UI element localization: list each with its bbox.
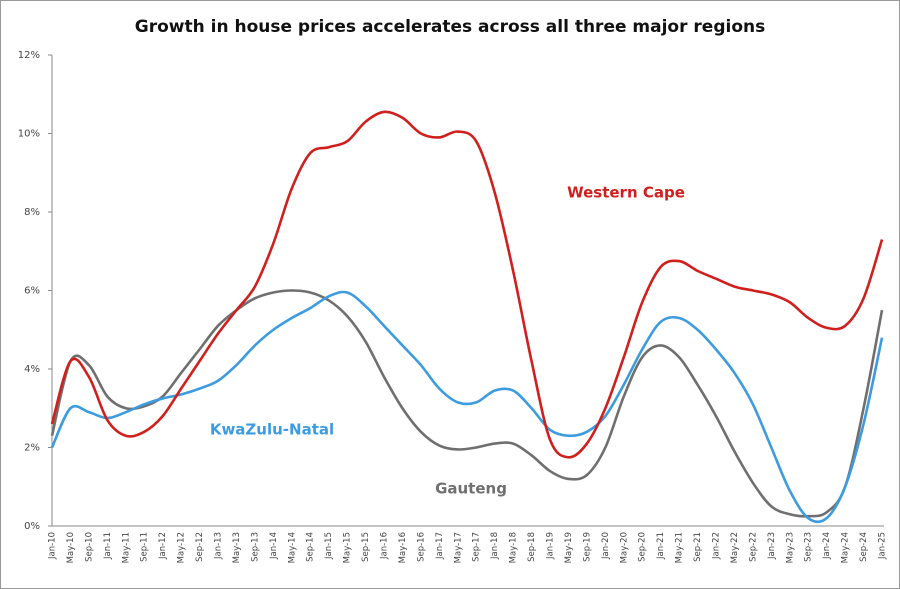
x-tick-label: Jan-20 <box>601 532 611 560</box>
x-tick-label: May-10 <box>66 532 76 563</box>
y-tick-label: 10% <box>18 129 40 140</box>
chart-title: Growth in house prices accelerates acros… <box>135 17 765 37</box>
x-tick-label: Sep-21 <box>693 532 703 562</box>
x-tick-label: Sep-24 <box>859 532 869 562</box>
x-tick-label: Jan-17 <box>435 532 445 560</box>
x-tick-label: May-21 <box>675 532 685 563</box>
x-tick-label: Sep-17 <box>472 532 482 562</box>
x-tick-label: May-15 <box>343 532 353 563</box>
y-tick-label: 4% <box>24 364 40 375</box>
series-label: KwaZulu-Natal <box>210 421 334 439</box>
x-tick-label: May-23 <box>785 532 795 563</box>
x-tick-label: Sep-18 <box>527 532 537 562</box>
x-tick-label: Sep-13 <box>250 532 260 562</box>
x-tick-label: Sep-10 <box>84 532 94 562</box>
x-tick-label: Sep-12 <box>195 532 205 562</box>
y-tick-label: 6% <box>24 286 40 297</box>
series-line <box>50 290 884 524</box>
x-tick-label: Jan-18 <box>490 532 500 560</box>
x-tick-label: Jan-19 <box>546 532 556 560</box>
x-tick-label: Jan-13 <box>214 532 224 560</box>
x-tick-label: Jan-22 <box>712 532 722 560</box>
y-tick-label: 2% <box>24 443 40 454</box>
x-tick-label: Sep-22 <box>748 532 758 562</box>
x-tick-label: Sep-11 <box>140 532 150 562</box>
y-tick-label: 0% <box>24 521 40 532</box>
y-tick-label: 8% <box>24 207 40 218</box>
x-tick-label: May-22 <box>730 532 740 563</box>
x-tick-label: Jan-24 <box>822 532 832 560</box>
y-tick-label: 12% <box>18 50 40 61</box>
x-tick-label: Jan-21 <box>656 532 666 560</box>
x-tick-label: May-11 <box>121 532 131 563</box>
x-tick-label: Sep-16 <box>416 532 426 562</box>
series-label: Western Cape <box>567 184 685 202</box>
x-tick-label: May-13 <box>232 532 242 563</box>
x-tick-label: May-24 <box>841 532 851 563</box>
x-tick-label: Jan-12 <box>158 532 168 560</box>
x-tick-label: Sep-20 <box>638 532 648 562</box>
x-tick-label: May-12 <box>177 532 187 563</box>
x-tick-label: Sep-19 <box>582 532 592 562</box>
x-tick-label: Jan-25 <box>878 532 888 560</box>
series-line <box>50 110 884 459</box>
x-tick-label: Jan-11 <box>103 532 113 560</box>
x-tick-label: May-14 <box>287 532 297 563</box>
series-line <box>50 289 884 518</box>
x-tick-label: May-20 <box>619 532 629 563</box>
x-tick-label: Sep-23 <box>804 532 814 562</box>
x-tick-label: Jan-10 <box>48 532 58 560</box>
x-tick-label: Jan-15 <box>324 532 334 560</box>
x-tick-label: Jan-14 <box>269 532 279 560</box>
x-tick-label: May-16 <box>398 532 408 563</box>
x-tick-label: May-18 <box>509 532 519 563</box>
x-tick-label: May-17 <box>453 532 463 563</box>
x-tick-label: Sep-14 <box>306 532 316 562</box>
x-tick-label: Jan-16 <box>380 532 390 560</box>
x-tick-label: Sep-15 <box>361 532 371 562</box>
series-label: Gauteng <box>435 480 507 498</box>
x-tick-label: Jan-23 <box>767 532 777 560</box>
x-tick-label: May-19 <box>564 532 574 563</box>
